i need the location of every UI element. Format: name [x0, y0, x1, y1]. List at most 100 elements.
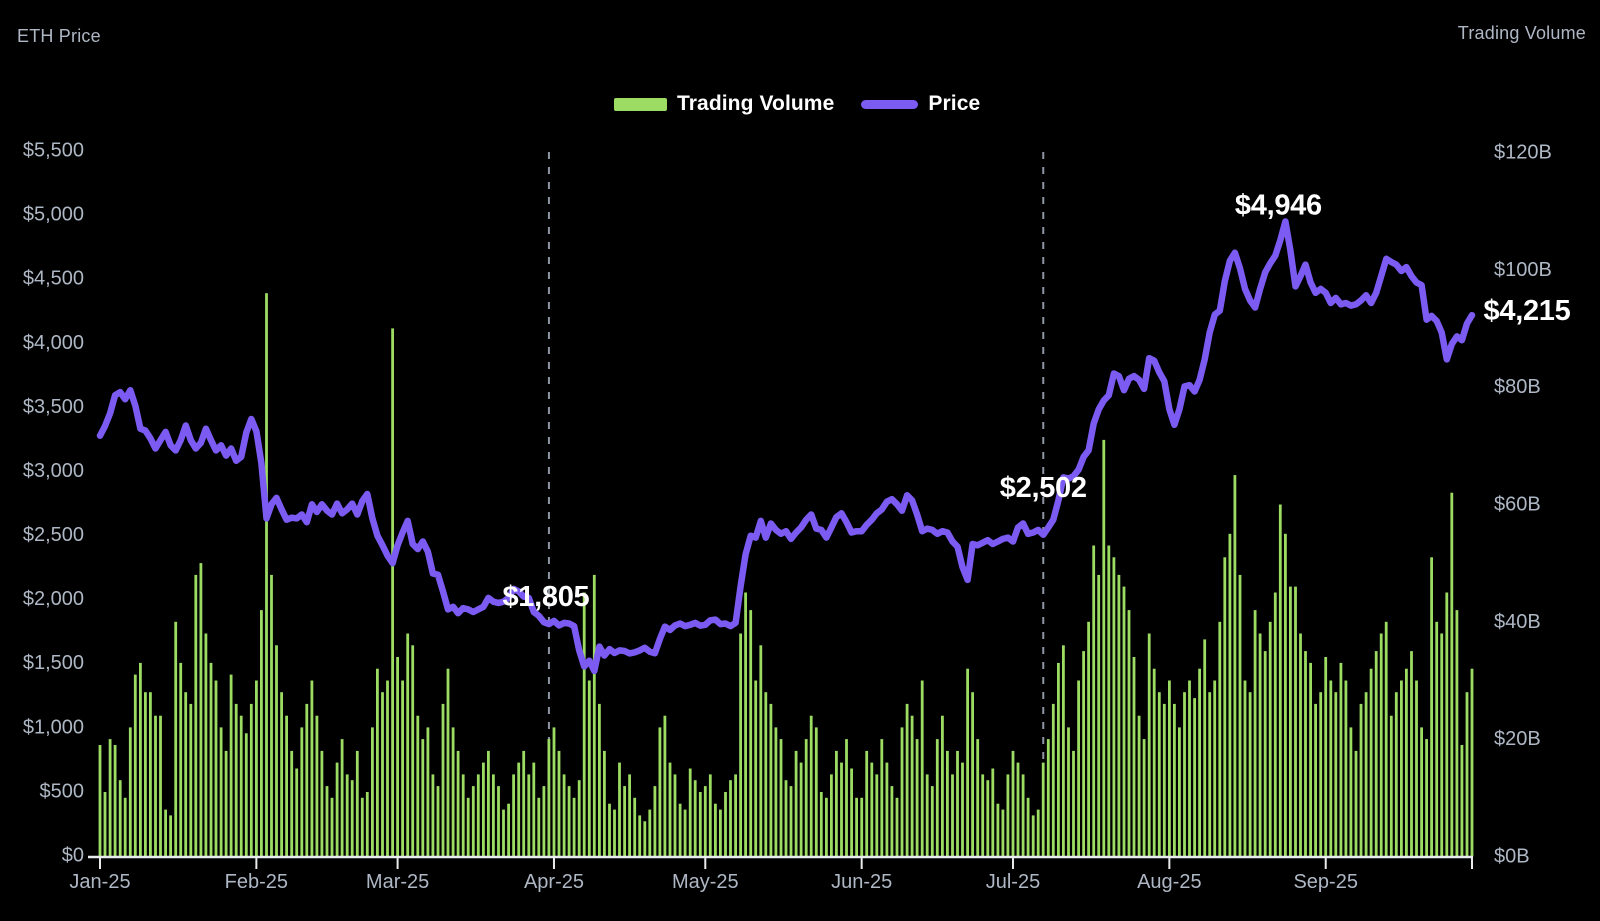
legend-item-trading-volume[interactable]: Trading Volume — [614, 92, 834, 116]
volume-bar[interactable] — [774, 727, 778, 857]
volume-bar[interactable] — [1289, 586, 1292, 857]
volume-bar[interactable] — [1021, 774, 1025, 857]
volume-bar[interactable] — [1092, 545, 1096, 857]
volume-bar[interactable] — [956, 750, 959, 857]
volume-bar[interactable] — [391, 328, 394, 857]
volume-bar[interactable] — [421, 739, 425, 857]
volume-bar[interactable] — [1450, 492, 1454, 857]
volume-bar[interactable] — [219, 727, 223, 857]
volume-bar[interactable] — [835, 750, 838, 857]
volume-bar[interactable] — [1268, 621, 1272, 857]
volume-bar[interactable] — [1410, 651, 1413, 857]
volume-bar[interactable] — [118, 780, 122, 857]
volume-bar[interactable] — [855, 797, 858, 857]
volume-bar[interactable] — [1435, 621, 1439, 857]
volume-bar[interactable] — [582, 592, 586, 857]
volume-bar[interactable] — [794, 750, 798, 857]
volume-bar[interactable] — [865, 750, 869, 857]
volume-bar[interactable] — [290, 750, 294, 857]
volume-bar[interactable] — [976, 739, 980, 857]
volume-bar[interactable] — [1072, 750, 1075, 857]
volume-bar[interactable] — [1314, 703, 1317, 857]
volume-bar[interactable] — [941, 715, 944, 857]
volume-bar[interactable] — [401, 680, 404, 857]
volume-bar[interactable] — [159, 715, 162, 857]
volume-bar[interactable] — [1218, 621, 1222, 857]
volume-bar[interactable] — [698, 792, 702, 857]
volume-bar[interactable] — [537, 797, 541, 857]
volume-bar[interactable] — [1415, 680, 1418, 857]
volume-bar[interactable] — [476, 774, 480, 857]
price-line[interactable] — [96, 218, 1476, 675]
volume-bar[interactable] — [507, 803, 510, 857]
volume-bar[interactable] — [966, 668, 969, 857]
volume-bar[interactable] — [592, 574, 596, 857]
volume-bar[interactable] — [860, 797, 864, 857]
volume-bar[interactable] — [1228, 533, 1232, 857]
volume-bar[interactable] — [335, 762, 339, 857]
volume-bar[interactable] — [1364, 692, 1368, 857]
volume-bar[interactable] — [598, 703, 601, 857]
volume-bar[interactable] — [1127, 610, 1131, 857]
volume-bar[interactable] — [1324, 657, 1328, 857]
volume-bar[interactable] — [1278, 504, 1282, 857]
volume-bar[interactable] — [653, 786, 657, 857]
volume-bar[interactable] — [416, 715, 420, 857]
volume-bar[interactable] — [603, 750, 606, 857]
volume-bar[interactable] — [875, 774, 879, 857]
volume-bar[interactable] — [194, 574, 198, 857]
volume-bar[interactable] — [280, 692, 283, 857]
volume-bar[interactable] — [1440, 633, 1444, 857]
volume-bar[interactable] — [169, 815, 172, 857]
volume-bar[interactable] — [431, 774, 435, 857]
volume-bar[interactable] — [532, 762, 536, 857]
volume-bar[interactable] — [1238, 574, 1242, 857]
volume-bar[interactable] — [814, 727, 818, 857]
volume-bar[interactable] — [1097, 574, 1101, 857]
volume-bar[interactable] — [572, 797, 576, 857]
volume-bar[interactable] — [471, 786, 475, 857]
volume-bar[interactable] — [643, 821, 647, 857]
volume-bar[interactable] — [991, 768, 995, 857]
volume-bar[interactable] — [981, 774, 985, 857]
volume-bar[interactable] — [749, 610, 753, 857]
volume-bar[interactable] — [229, 674, 233, 857]
volume-bar[interactable] — [1062, 645, 1065, 857]
volume-bar[interactable] — [1309, 662, 1312, 857]
volume-bar[interactable] — [971, 692, 974, 857]
volume-bar[interactable] — [1147, 633, 1151, 857]
volume-bar[interactable] — [1208, 692, 1212, 857]
volume-bar[interactable] — [466, 797, 470, 857]
volume-bar[interactable] — [1389, 715, 1393, 857]
volume-bar[interactable] — [895, 797, 899, 857]
volume-bar[interactable] — [840, 762, 843, 857]
volume-bar[interactable] — [1420, 727, 1423, 857]
volume-bar[interactable] — [310, 680, 314, 857]
volume-bar[interactable] — [688, 768, 692, 857]
volume-bar[interactable] — [1198, 668, 1201, 857]
volume-bar[interactable] — [154, 715, 157, 857]
volume-bar[interactable] — [270, 574, 273, 857]
volume-bar[interactable] — [951, 774, 954, 857]
volume-bar[interactable] — [1188, 680, 1191, 857]
volume-bar[interactable] — [658, 727, 662, 857]
volume-bar[interactable] — [1031, 815, 1035, 857]
volume-bar[interactable] — [1102, 439, 1106, 857]
volume-bar[interactable] — [144, 692, 147, 857]
volume-bar[interactable] — [562, 774, 566, 857]
volume-bar[interactable] — [1051, 703, 1055, 857]
volume-bar[interactable] — [1173, 703, 1176, 857]
volume-bar[interactable] — [1460, 745, 1464, 857]
volume-bar[interactable] — [1258, 633, 1262, 857]
volume-bar[interactable] — [1142, 739, 1146, 857]
volume-bar[interactable] — [103, 792, 107, 857]
volume-bar[interactable] — [234, 703, 238, 857]
volume-bar[interactable] — [406, 633, 410, 857]
volume-bar[interactable] — [285, 715, 288, 857]
volume-bar[interactable] — [345, 774, 349, 857]
volume-bar[interactable] — [149, 692, 152, 857]
volume-bar[interactable] — [1470, 668, 1474, 857]
volume-bar[interactable] — [411, 645, 415, 857]
volume-bar[interactable] — [1067, 727, 1070, 857]
volume-bar[interactable] — [517, 762, 521, 857]
